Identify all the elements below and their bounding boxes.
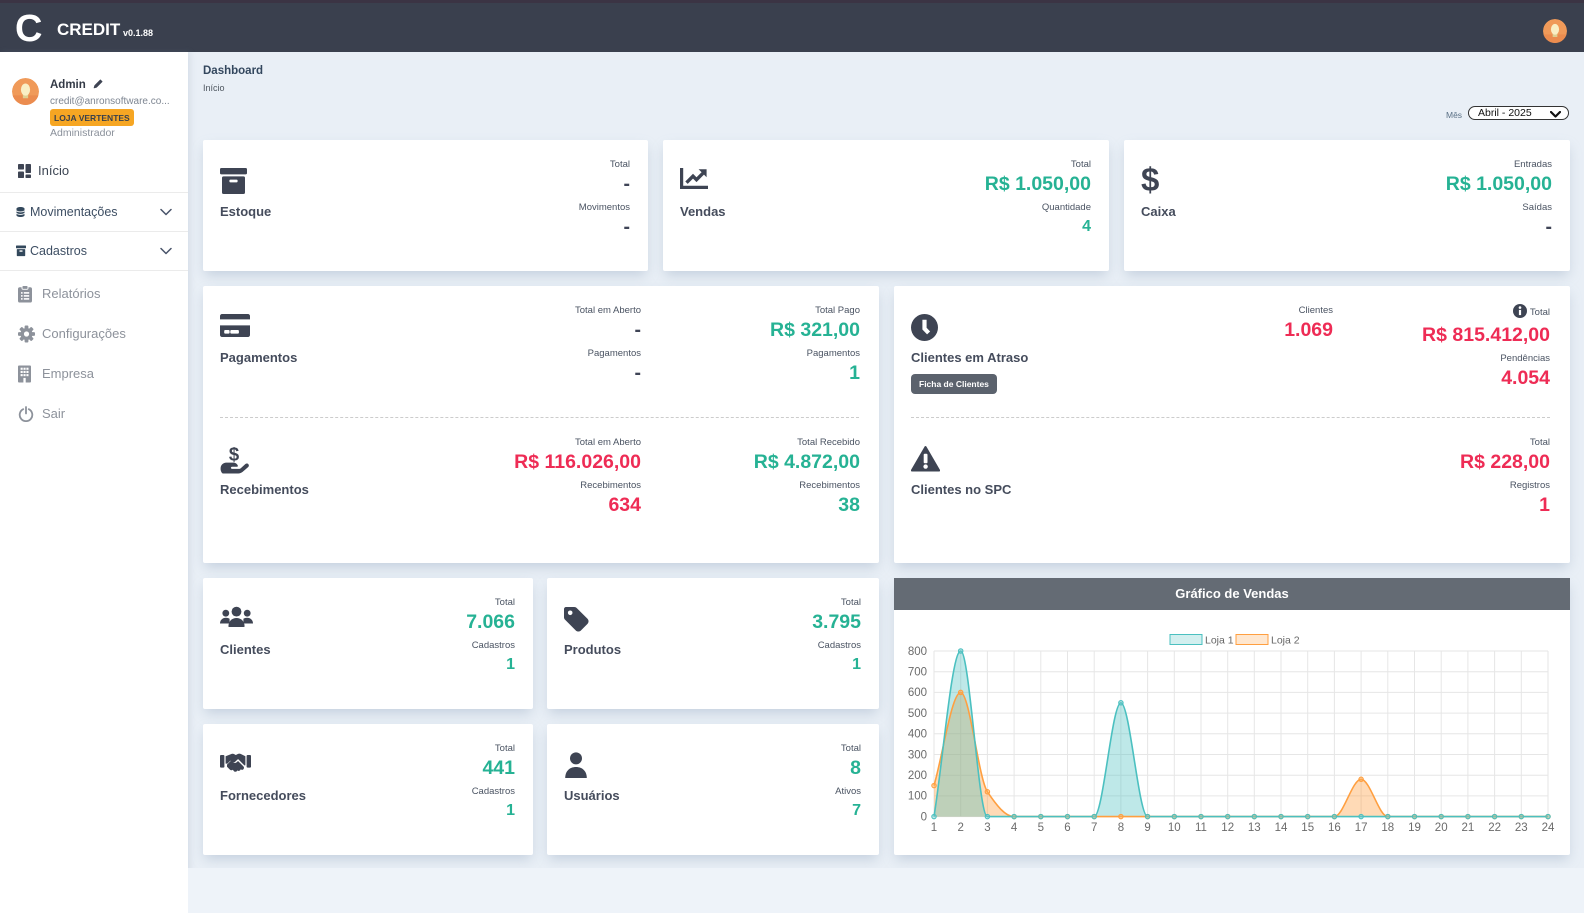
svg-text:11: 11 — [1195, 822, 1207, 834]
svg-text:13: 13 — [1248, 822, 1261, 834]
svg-text:Loja 2: Loja 2 — [1271, 635, 1300, 647]
svg-text:20: 20 — [1435, 822, 1448, 834]
svg-text:0: 0 — [921, 811, 927, 823]
svg-text:22: 22 — [1488, 822, 1501, 834]
svg-text:23: 23 — [1515, 822, 1528, 834]
svg-text:500: 500 — [908, 708, 927, 720]
svg-text:8: 8 — [1118, 822, 1124, 834]
svg-text:16: 16 — [1328, 822, 1341, 834]
svg-text:14: 14 — [1275, 822, 1288, 834]
svg-text:7: 7 — [1091, 822, 1097, 834]
svg-text:10: 10 — [1168, 822, 1181, 834]
svg-text:700: 700 — [908, 667, 927, 679]
svg-text:24: 24 — [1542, 822, 1555, 834]
svg-text:12: 12 — [1221, 822, 1234, 834]
svg-text:6: 6 — [1064, 822, 1070, 834]
svg-text:2: 2 — [957, 822, 963, 834]
svg-text:300: 300 — [908, 749, 927, 761]
svg-text:$: $ — [229, 446, 240, 465]
svg-text:17: 17 — [1355, 822, 1368, 834]
svg-text:4: 4 — [1011, 822, 1018, 834]
svg-text:1: 1 — [931, 822, 937, 834]
svg-text:800: 800 — [908, 646, 927, 658]
svg-text:3: 3 — [984, 822, 990, 834]
svg-text:100: 100 — [908, 791, 927, 803]
svg-text:600: 600 — [908, 687, 927, 699]
svg-text:9: 9 — [1144, 822, 1150, 834]
svg-text:400: 400 — [908, 729, 927, 741]
svg-text:200: 200 — [908, 770, 927, 782]
svg-text:15: 15 — [1301, 822, 1314, 834]
svg-text:5: 5 — [1038, 822, 1044, 834]
svg-text:Loja 1: Loja 1 — [1205, 635, 1234, 647]
svg-text:21: 21 — [1462, 822, 1475, 834]
svg-text:18: 18 — [1381, 822, 1394, 834]
svg-text:19: 19 — [1408, 822, 1421, 834]
